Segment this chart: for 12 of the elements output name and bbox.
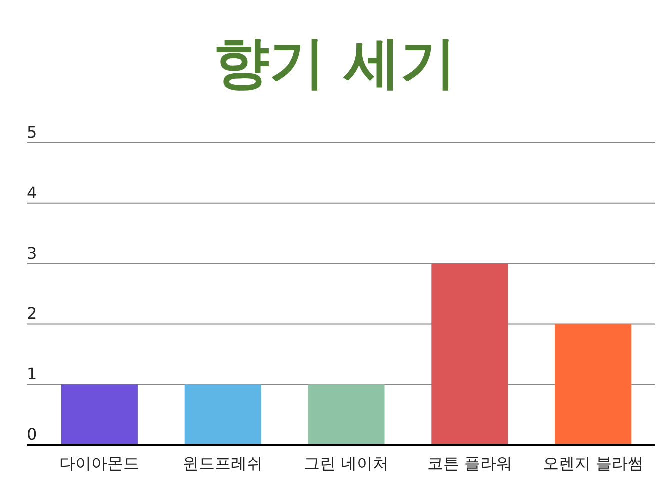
x-tick-label: 윈드프레쉬	[183, 454, 264, 473]
y-tick-label: 4	[27, 183, 38, 202]
x-tick-label: 다이아몬드	[60, 454, 140, 473]
x-tick-label: 코튼 플라워	[427, 454, 512, 473]
y-tick-label: 3	[27, 244, 38, 263]
chart-title: 향기 세기	[213, 31, 457, 96]
y-tick-label: 1	[27, 364, 38, 384]
x-tick-label: 그린 네이처	[304, 454, 390, 473]
x-tick-label: 오렌지 블라썸	[542, 454, 644, 473]
y-tick-label: 2	[27, 304, 38, 324]
y-tick-label: 0	[27, 425, 38, 444]
y-tick-label: 5	[27, 123, 38, 142]
